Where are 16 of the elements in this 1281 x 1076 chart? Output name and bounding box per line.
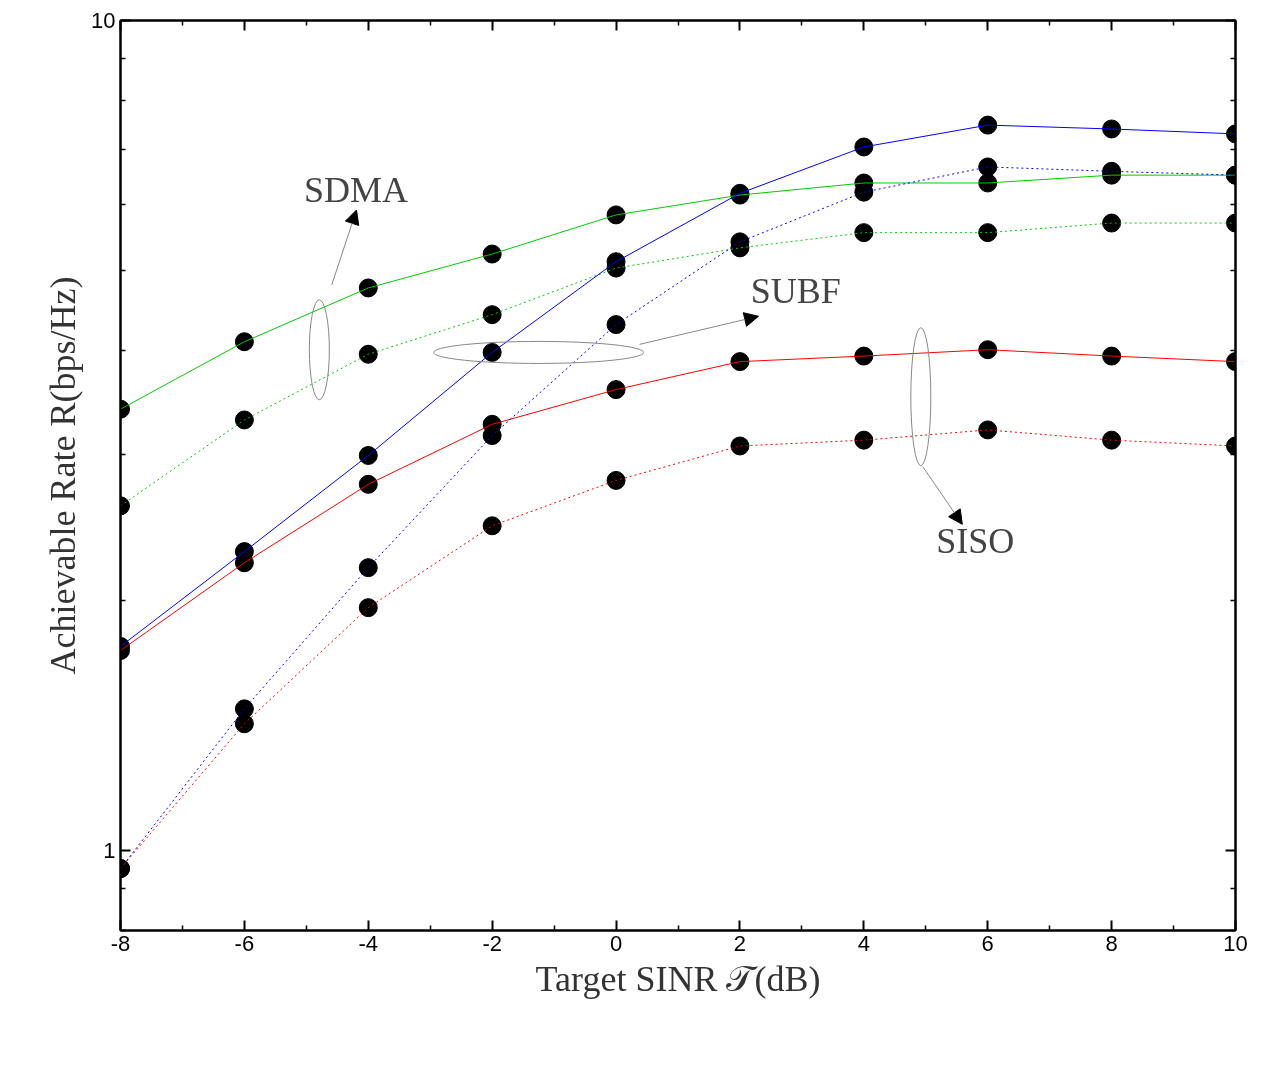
x-tick-label: 6 xyxy=(981,930,994,956)
x-tick-label: -2 xyxy=(482,930,502,956)
annotation: SDMA xyxy=(303,169,408,210)
annotation: SISO xyxy=(936,520,1015,561)
y-axis-title: Achievable Rate R(bps/Hz) xyxy=(43,276,84,675)
x-tick-label: 10 xyxy=(1223,930,1248,956)
x-tick-label: 2 xyxy=(733,930,747,956)
y-tick-label: 1 xyxy=(103,837,116,863)
x-axis-title: Target SINR 𝒯(dB) xyxy=(535,958,821,999)
x-tick-label: -8 xyxy=(110,930,131,956)
x-tick-label: 8 xyxy=(1105,930,1118,956)
annotation: SUBF xyxy=(750,271,841,311)
x-tick-label: -4 xyxy=(358,930,379,956)
x-tick-label: -6 xyxy=(234,930,255,956)
x-tick-label: 0 xyxy=(609,930,623,956)
x-tick-label: 4 xyxy=(857,930,870,956)
